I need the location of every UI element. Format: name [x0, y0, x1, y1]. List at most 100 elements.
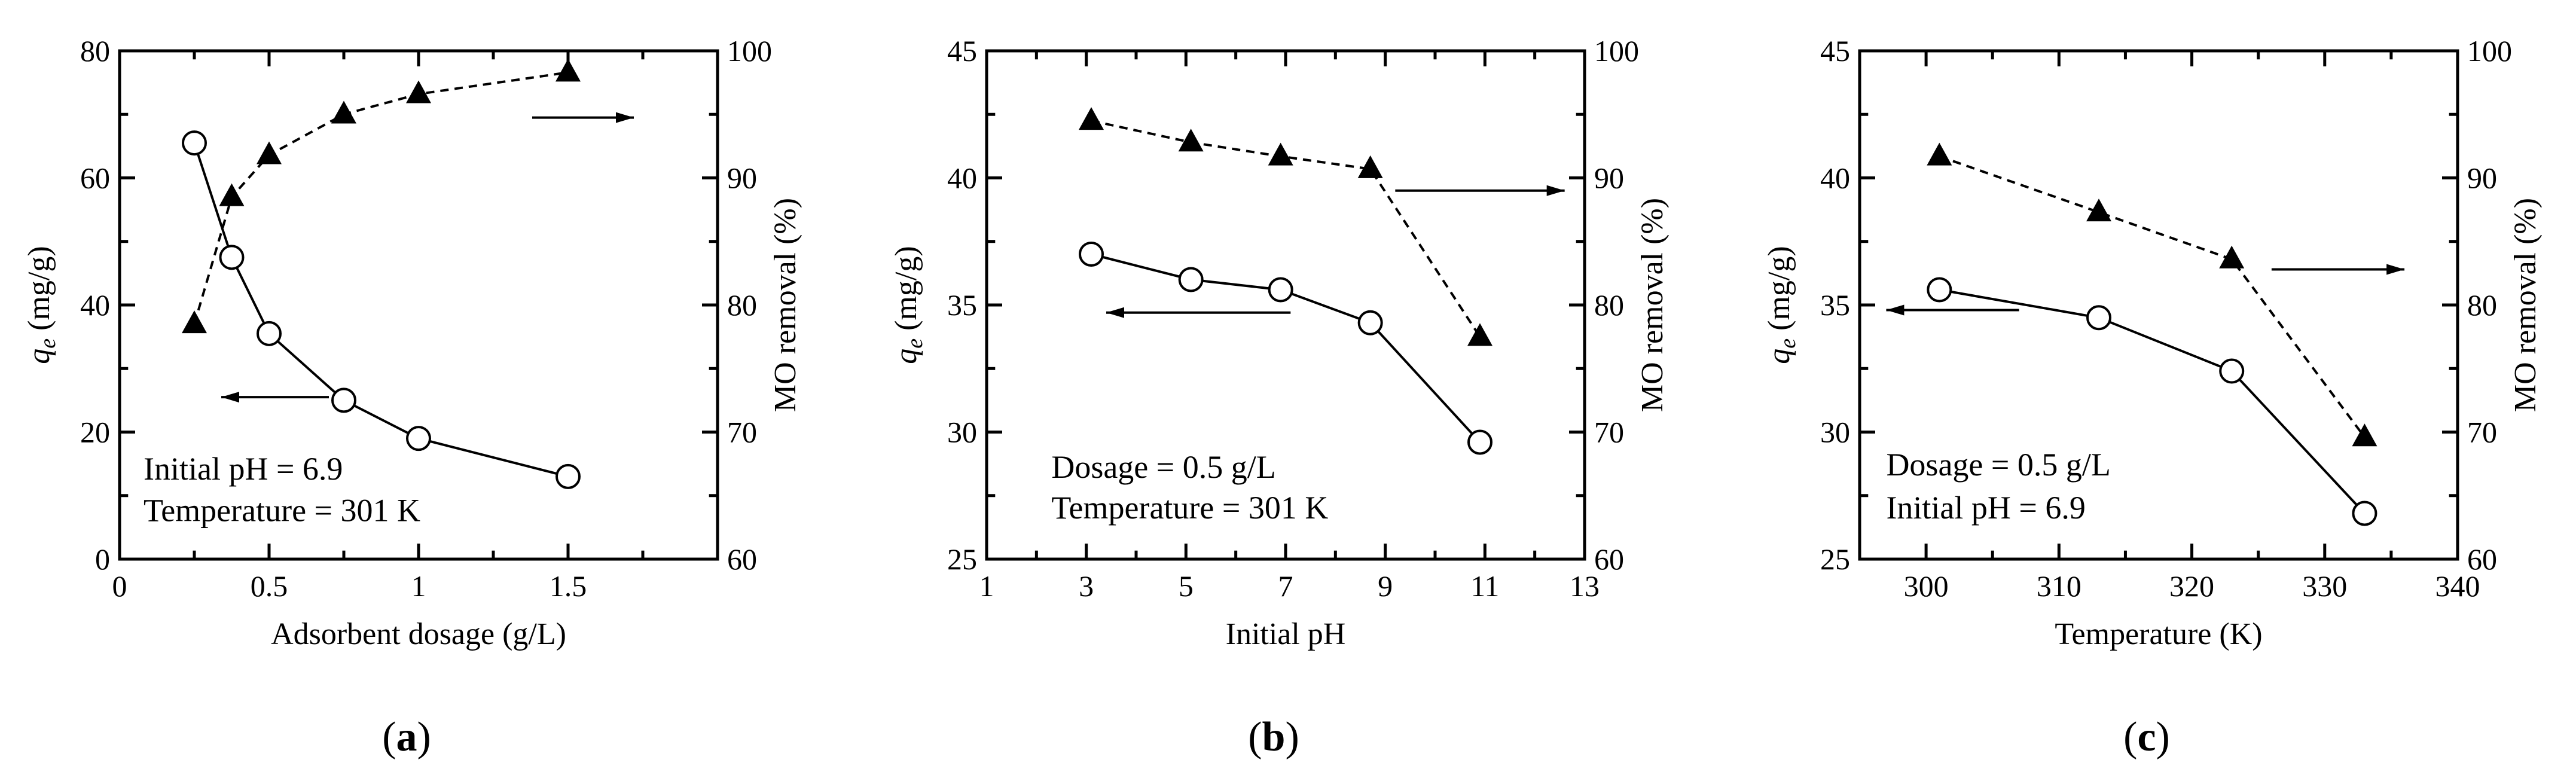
- y-right-tick-label: 70: [727, 416, 757, 449]
- panel-label: (a): [382, 714, 431, 760]
- x-tick-label: 1: [411, 569, 426, 603]
- x-tick-label: 310: [2037, 569, 2081, 603]
- y-right-tick-label: 70: [2467, 416, 2497, 449]
- y-right-tick-label: 100: [727, 34, 772, 68]
- condition-annotation: Temperature = 301 K: [1051, 490, 1328, 526]
- arrow-head-left: [1886, 304, 1904, 316]
- y-left-axis-label: qe (mg/g): [889, 246, 927, 364]
- y-right-tick-label: 60: [1594, 542, 1624, 576]
- panel-label-open: (: [2123, 714, 2137, 760]
- data-point-qe: [2219, 358, 2245, 384]
- series-line-removal: [193, 71, 569, 325]
- panel-label-close: ): [2156, 714, 2170, 760]
- data-point-removal: [1268, 142, 1293, 166]
- data-point-removal: [1178, 129, 1204, 152]
- x-tick-label: 1: [979, 569, 994, 603]
- condition-annotation: Dosage = 0.5 g/L: [1886, 447, 2110, 483]
- y-left-tick-label: 20: [80, 416, 110, 449]
- y-left-axis-label-sub: e: [902, 338, 927, 349]
- y-right-tick-label: 60: [727, 542, 757, 576]
- condition-annotation: Temperature = 301 K: [144, 492, 420, 528]
- y-left-tick-label: 25: [1820, 542, 1850, 576]
- data-point-removal: [406, 80, 431, 103]
- y-left-tick-label: 35: [947, 288, 977, 322]
- y-left-axis-label: qe (mg/g): [1762, 246, 1800, 364]
- data-point-qe: [556, 463, 581, 489]
- y-right-axis-label: MO removal (%): [768, 198, 802, 412]
- y-left-tick-label: 40: [80, 288, 110, 322]
- plot-frame: [1858, 49, 2459, 561]
- y-left-axis-label-sub: e: [1775, 338, 1800, 349]
- y-left-axis-label: qe (mg/g): [22, 246, 60, 364]
- data-point-removal: [556, 59, 581, 82]
- x-tick-label: 0.5: [251, 569, 288, 603]
- x-tick-label: 11: [1470, 569, 1499, 603]
- y-left-tick-label: 30: [947, 416, 977, 449]
- series-line-qe: [1939, 288, 2366, 514]
- data-point-qe: [1467, 429, 1493, 455]
- y-left-tick-label: 25: [947, 542, 977, 576]
- data-point-qe: [257, 321, 282, 346]
- x-tick-label: 300: [1904, 569, 1949, 603]
- panel-label: (c): [2123, 714, 2170, 760]
- y-left-tick-label: 35: [1820, 288, 1850, 322]
- x-tick-label: 340: [2435, 569, 2480, 603]
- y-left-tick-label: 45: [947, 34, 977, 68]
- panel-label-close: ): [1285, 714, 1299, 760]
- condition-annotation: Initial pH = 6.9: [1886, 490, 2085, 526]
- x-tick-label: 0: [112, 569, 127, 603]
- y-left-tick-label: 0: [95, 542, 110, 576]
- chart-panel-c: 300 310 320 330 340 25 30 35 40 45 60 70 80 90 100 Temp…: [1762, 34, 2543, 760]
- arrow-head-left: [1106, 307, 1124, 318]
- x-tick-label: 1.5: [550, 569, 587, 603]
- arrow-head-right: [2386, 264, 2405, 275]
- data-point-removal: [1927, 142, 1952, 166]
- x-axis-label: Temperature (K): [2055, 617, 2262, 651]
- data-point-qe: [1178, 267, 1204, 292]
- x-tick-label: 5: [1179, 569, 1194, 603]
- x-tick-label: 7: [1278, 569, 1293, 603]
- data-point-qe: [2352, 501, 2377, 526]
- y-left-axis-label-unit: (mg/g): [22, 246, 56, 338]
- data-point-removal: [2086, 199, 2111, 222]
- data-point-qe: [182, 130, 207, 156]
- y-left-axis-label-q: q: [22, 349, 56, 364]
- y-left-tick-label: 60: [80, 161, 110, 195]
- y-left-axis-label-sub: e: [35, 338, 60, 349]
- data-point-removal: [1467, 323, 1493, 346]
- panel-label-letter: b: [1262, 714, 1286, 760]
- data-point-removal: [257, 141, 282, 164]
- y-left-tick-label: 80: [80, 34, 110, 68]
- data-point-removal: [1357, 155, 1383, 178]
- chart-panel-a: 0 0.5 1 1.5 0 20 40 60 80 60 70 80 90 100 Adsorbent do…: [22, 34, 802, 760]
- y-left-axis-label-q: q: [1762, 349, 1796, 364]
- x-axis-label: Adsorbent dosage (g/L): [271, 617, 566, 651]
- y-left-axis-label-unit: (mg/g): [1762, 246, 1796, 338]
- data-point-removal: [182, 310, 207, 334]
- panel-label-open: (: [1248, 714, 1262, 760]
- x-axis-label: Initial pH: [1226, 617, 1346, 651]
- y-left-axis-label-q: q: [889, 349, 923, 364]
- y-right-tick-label: 60: [2467, 542, 2497, 576]
- y-right-tick-label: 80: [2467, 288, 2497, 322]
- data-point-removal: [219, 183, 245, 206]
- y-right-tick-label: 90: [727, 161, 757, 195]
- arrow-head-right: [616, 112, 634, 123]
- panel-label-close: ): [417, 714, 431, 760]
- y-right-tick-label: 90: [2467, 161, 2497, 195]
- data-point-qe: [1079, 242, 1104, 267]
- y-right-tick-label: 80: [1594, 288, 1624, 322]
- x-tick-label: 9: [1378, 569, 1393, 603]
- y-right-tick-label: 90: [1594, 161, 1624, 195]
- data-point-qe: [219, 245, 245, 270]
- data-point-qe: [331, 388, 356, 413]
- data-point-qe: [1927, 277, 1952, 303]
- data-point-removal: [2219, 245, 2245, 269]
- condition-annotation: Dosage = 0.5 g/L: [1051, 449, 1275, 485]
- data-point-removal: [1079, 107, 1104, 130]
- y-left-tick-label: 30: [1820, 416, 1850, 449]
- condition-annotation: Initial pH = 6.9: [144, 451, 343, 487]
- data-point-qe: [1268, 277, 1293, 303]
- arrow-head-right: [1546, 185, 1565, 196]
